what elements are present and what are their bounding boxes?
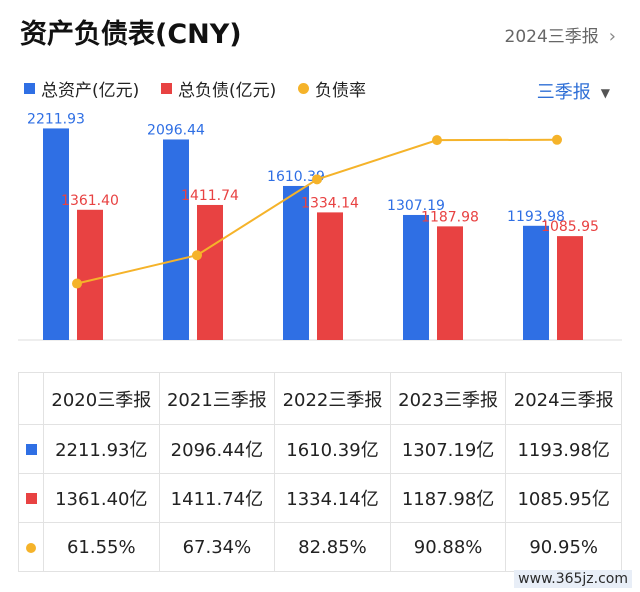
data-label-total-assets: 2211.93 — [27, 111, 85, 127]
table-cell: 1307.19亿 — [389, 424, 507, 474]
data-label-total-assets: 1307.19 — [387, 198, 445, 214]
table-header-cell: 2024三季报 — [505, 372, 622, 425]
period-link[interactable]: 2024三季报 › — [505, 22, 616, 47]
bar-total-liabilities — [197, 204, 223, 340]
period-select-value: 三季报 — [536, 82, 591, 103]
table-header-row: 2020三季报 2021三季报 2022三季报 2023三季报 2024三季报 — [18, 372, 622, 425]
table-header-cell: 2021三季报 — [158, 372, 276, 425]
debt-ratio-point — [552, 134, 562, 145]
table-cell: 2096.44亿 — [158, 424, 276, 474]
circle-marker-icon — [26, 542, 36, 553]
table-header-cell: 2023三季报 — [389, 372, 507, 425]
bar-total-liabilities — [77, 209, 103, 340]
legend-item-debt-ratio: 负债率 — [298, 76, 366, 101]
data-label-total-liabilities: 1411.74 — [181, 188, 239, 204]
row-marker — [18, 424, 44, 474]
bar-total-assets — [523, 225, 549, 340]
table-cell: 67.34% — [158, 522, 276, 572]
legend-label: 负债率 — [315, 81, 366, 101]
table-header-cell: 2020三季报 — [43, 372, 160, 425]
table-row-total-liabilities: 1361.40亿 1411.74亿 1334.14亿 1187.98亿 1085… — [18, 473, 622, 523]
square-marker-icon — [161, 83, 172, 94]
square-marker-icon — [25, 492, 37, 504]
table-cell: 90.88% — [389, 522, 507, 572]
table-cell: 1411.74亿 — [158, 473, 276, 523]
data-label-total-liabilities: 1187.98 — [421, 209, 479, 225]
circle-marker-icon — [298, 83, 309, 94]
bar-total-assets — [43, 128, 69, 340]
table-cell: 82.85% — [274, 522, 391, 572]
table-cell: 1361.40亿 — [43, 473, 160, 523]
table-cell: 2211.93亿 — [43, 424, 160, 474]
debt-ratio-point — [432, 135, 442, 146]
table-row-debt-ratio: 61.55% 67.34% 82.85% 90.88% 90.95% — [18, 522, 622, 572]
bar-total-liabilities — [557, 236, 583, 340]
table-cell: 61.55% — [43, 522, 160, 572]
legend-item-total-assets: 总资产(亿元) — [24, 76, 139, 101]
row-marker — [18, 473, 44, 523]
bar-total-liabilities — [437, 226, 463, 340]
table-cell: 90.95% — [505, 522, 622, 572]
table-cell: 1085.95亿 — [505, 473, 622, 523]
row-marker — [18, 522, 44, 572]
page-title: 资产负债表(CNY) — [20, 19, 242, 50]
period-select[interactable]: 三季报 ▼ — [537, 78, 610, 104]
table-cell: 1334.14亿 — [274, 473, 391, 523]
header: 资产负债表(CNY) 2024三季报 › — [0, 0, 640, 64]
legend: 总资产(亿元) 总负债(亿元) 负债率 — [0, 76, 640, 106]
period-link-label: 2024三季报 — [504, 27, 599, 47]
table-corner — [18, 372, 44, 425]
square-marker-icon — [25, 443, 37, 455]
table-header-cell: 2022三季报 — [274, 372, 391, 425]
bar-total-assets — [163, 139, 189, 340]
bar-total-assets — [403, 214, 429, 340]
table-cell: 1187.98亿 — [389, 473, 507, 523]
data-label-total-liabilities: 1334.14 — [301, 195, 359, 211]
data-label-total-assets: 2096.44 — [147, 122, 205, 138]
data-label-total-assets: 1610.39 — [267, 169, 325, 185]
caret-down-icon: ▼ — [600, 86, 610, 100]
table-row-total-assets: 2211.93亿 2096.44亿 1610.39亿 1307.19亿 1193… — [18, 424, 622, 474]
legend-label: 总资产(亿元) — [41, 81, 140, 101]
legend-label: 总负债(亿元) — [178, 81, 277, 101]
table-cell: 1610.39亿 — [274, 424, 391, 474]
data-label-total-liabilities: 1361.40 — [61, 193, 119, 209]
data-label-total-assets: 1193.98 — [507, 209, 565, 225]
data-label-total-liabilities: 1085.95 — [541, 219, 599, 235]
chevron-right-icon: › — [608, 26, 616, 47]
table-cell: 1193.98亿 — [505, 424, 622, 474]
legend-item-total-liabilities: 总负债(亿元) — [161, 76, 276, 101]
bar-total-assets — [283, 185, 309, 340]
bar-total-liabilities — [317, 212, 343, 340]
chart-area: 2211.93 1361.40 2096.44 1411.74 1610.39 1334.… — [18, 111, 622, 341]
watermark: www.365jz.com — [514, 570, 632, 588]
debt-ratio-point — [192, 250, 202, 261]
square-marker-icon — [24, 83, 35, 94]
data-table: 2020三季报 2021三季报 2022三季报 2023三季报 2024三季报 … — [18, 372, 622, 572]
debt-ratio-point — [312, 174, 322, 185]
debt-ratio-point — [72, 278, 82, 289]
